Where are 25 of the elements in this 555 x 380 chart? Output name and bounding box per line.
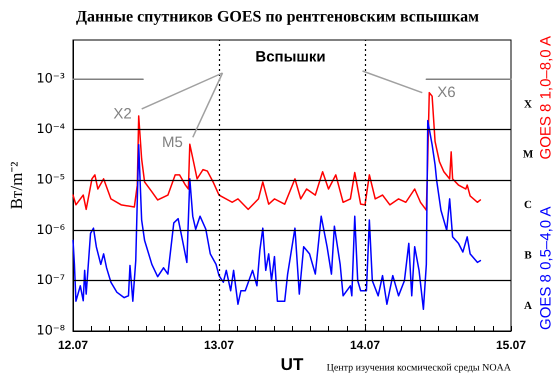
annotation: Вспышки bbox=[255, 48, 326, 66]
y-tick-label: 10⁻⁵ bbox=[36, 172, 65, 188]
x-tick-label: 14.07 bbox=[350, 338, 380, 352]
y-axis-title: Вт/m⁻² bbox=[7, 162, 26, 210]
y-tick-label: 10⁻⁸ bbox=[36, 324, 65, 338]
y-tick-label: 10⁻⁴ bbox=[36, 122, 65, 138]
y-tick-label: 10⁻³ bbox=[36, 72, 65, 87]
text: A bbox=[524, 300, 532, 312]
annotation: M5 bbox=[162, 134, 183, 151]
x-tick-label: 13.07 bbox=[204, 338, 234, 352]
text: GOES 8 1,0–8,0 A bbox=[538, 36, 554, 160]
text: C bbox=[524, 199, 532, 212]
text: Центр изучения космической среды NOAA bbox=[326, 362, 512, 374]
annotation: X6 bbox=[437, 84, 456, 102]
text: GOES 8 0,5–4,0 A bbox=[538, 206, 554, 330]
annotation: X2 bbox=[113, 105, 132, 122]
text: B bbox=[524, 249, 532, 262]
text: M bbox=[522, 148, 534, 161]
x-tick-label: 12.07 bbox=[58, 338, 88, 352]
text: X bbox=[524, 98, 532, 110]
y-tick-label: 10⁻⁷ bbox=[36, 273, 65, 288]
x-axis-title: UT bbox=[280, 354, 304, 374]
y-tick-label: 10⁻⁶ bbox=[36, 222, 65, 238]
chart-title: Данные спутников GOES по рентгеновским вспышкам bbox=[76, 8, 480, 26]
x-tick-label: 15.07 bbox=[496, 338, 526, 352]
